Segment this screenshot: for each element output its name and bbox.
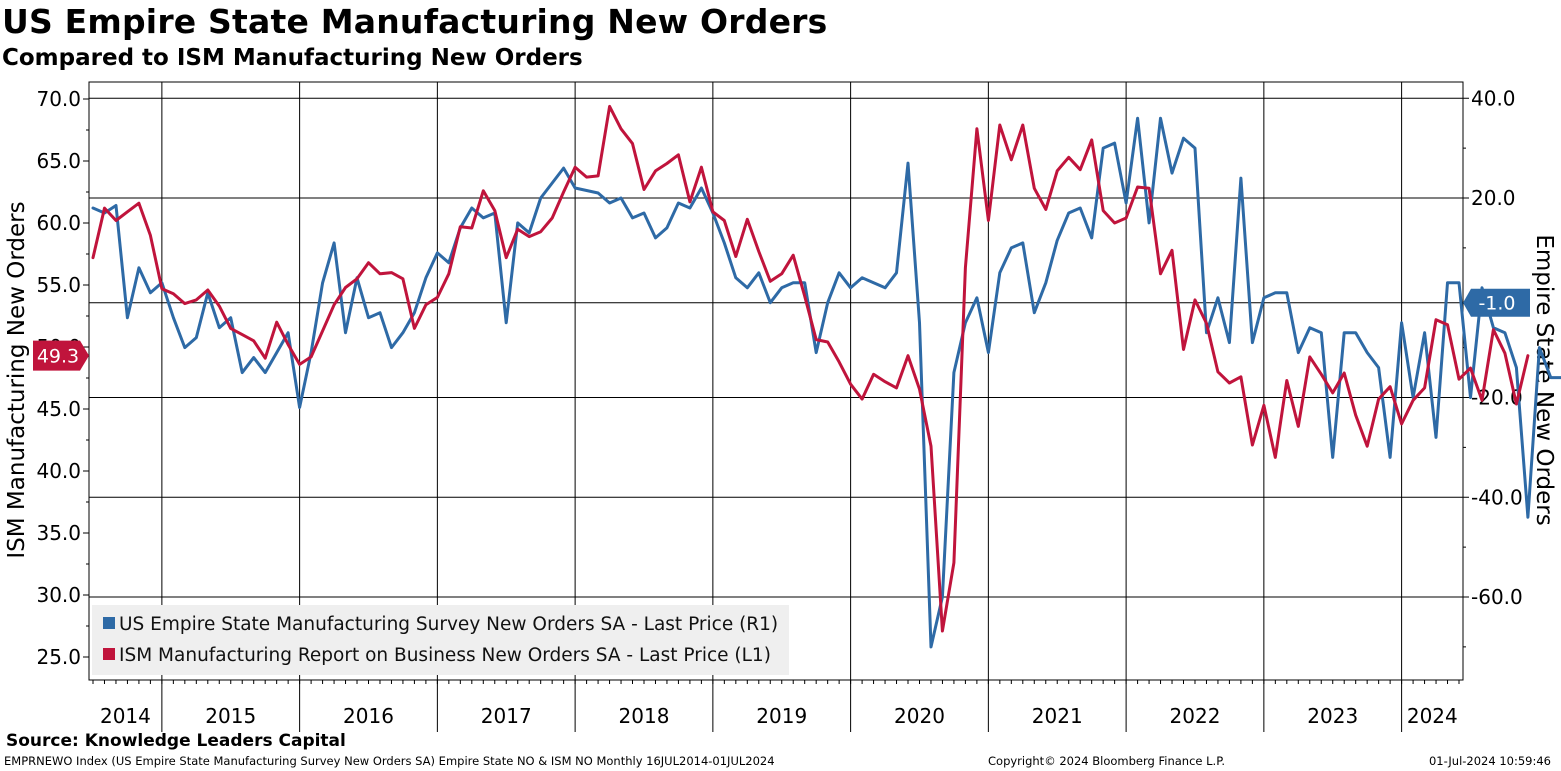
left-axis-title: ISM Manufacturing New Orders [4,201,30,558]
line-chart: 25.030.035.040.045.050.055.060.065.070.0… [4,81,1561,732]
legend-swatch [103,617,115,629]
chart-title: US Empire State Manufacturing New Orders [2,2,828,41]
left-axis-tick-label: 65.0 [36,149,81,173]
x-axis-year-label: 2015 [205,704,256,728]
left-axis-tick-label: 55.0 [36,273,81,297]
right-axis-tick-label: -60.0 [1471,585,1523,609]
right-axis-tick-label: 20.0 [1471,186,1516,210]
right-axis-tick-label: -40.0 [1471,485,1523,509]
left-axis-tick-label: 35.0 [36,521,81,545]
copyright: Copyright© 2024 Bloomberg Finance L.P. [988,754,1225,768]
legend-label: ISM Manufacturing Report on Business New… [119,645,771,666]
left-last-value-label: 49.3 [37,346,79,368]
right-axis-title: Empire State New Orders [1531,234,1557,525]
right-axis-tick-label: 40.0 [1471,86,1516,110]
left-axis-tick-label: 45.0 [36,397,81,421]
legend-box [92,605,789,675]
x-axis-year-label: 2014 [100,704,151,728]
index-info: EMPRNEWO Index (US Empire State Manufact… [4,754,775,768]
source-note: Source: Knowledge Leaders Capital [6,731,346,751]
left-last-value-marker [33,340,89,371]
left-axis-tick-label: 25.0 [36,645,81,669]
left-axis-tick-label: 60.0 [36,211,81,235]
right-last-value-label: -1.0 [1478,293,1515,315]
x-axis-year-label: 2022 [1170,704,1221,728]
timestamp: 01-Jul-2024 10:59:46 [1428,754,1551,768]
empire-state-series-line [91,116,1561,649]
x-axis-year-label: 2023 [1307,704,1358,728]
x-axis-year-label: 2020 [894,704,945,728]
x-axis-year-label: 2016 [343,704,394,728]
chart-subtitle: Compared to ISM Manufacturing New Orders [2,45,583,71]
x-axis-year-label: 2018 [619,704,670,728]
left-axis-tick-label: 70.0 [36,87,81,111]
x-axis-year-label: 2021 [1032,704,1083,728]
x-axis-year-label: 2017 [481,704,532,728]
ism-series-line [91,104,1530,633]
right-last-value-marker [1463,288,1530,317]
legend-label: US Empire State Manufacturing Survey New… [119,614,778,635]
x-axis-year-label: 2019 [756,704,807,728]
x-axis-year-label: 2024 [1407,704,1458,728]
legend-swatch [103,648,115,660]
left-axis-tick-label: 40.0 [36,459,81,483]
left-axis-tick-label: 30.0 [36,583,81,607]
